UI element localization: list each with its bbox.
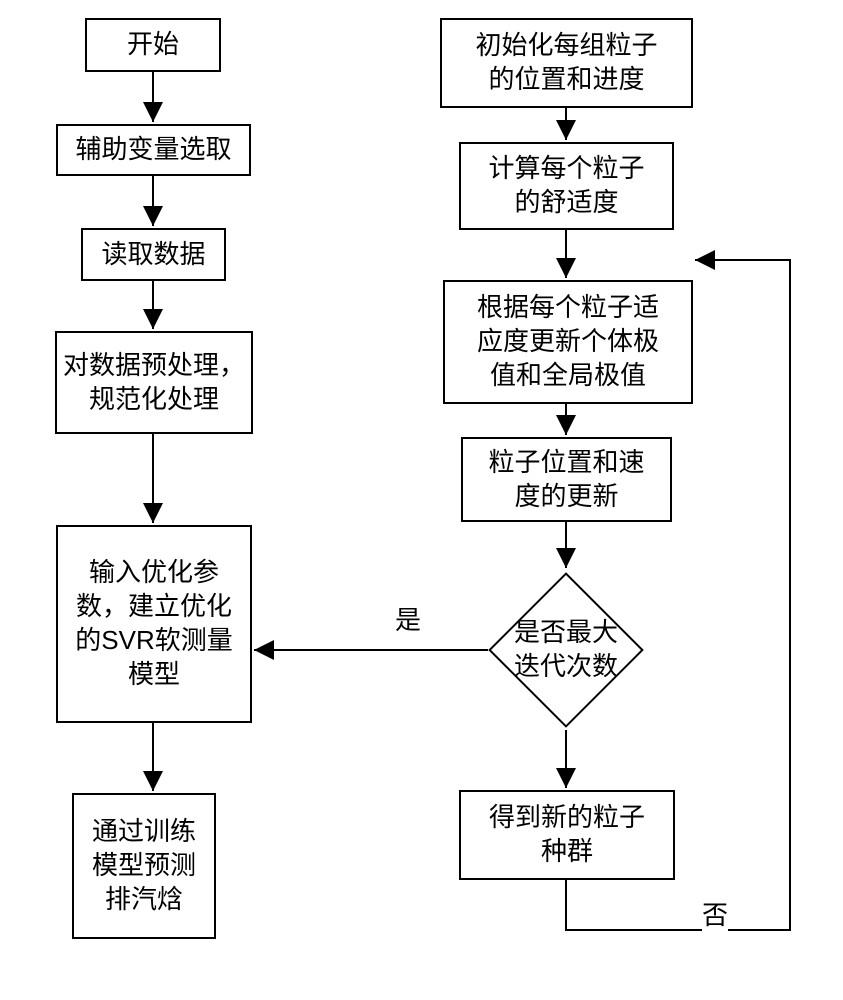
label-text: 是 [395, 605, 421, 635]
node-label: 对数据预处理， 规范化处理 [63, 349, 245, 417]
node-update-velocity: 粒子位置和速 度的更新 [461, 437, 672, 522]
node-decision-diamond [488, 572, 644, 728]
node-update-extremes: 根据每个粒子适 应度更新个体极 值和全局极值 [443, 280, 693, 404]
node-label: 得到新的粒子 种群 [489, 801, 645, 869]
node-label: 通过训练 模型预测 排汽焓 [92, 815, 196, 916]
node-label: 根据每个粒子适 应度更新个体极 值和全局极值 [477, 291, 659, 392]
node-preprocess: 对数据预处理， 规范化处理 [55, 331, 253, 434]
node-label: 读取数据 [101, 238, 205, 272]
label-text: 否 [702, 900, 728, 930]
node-read-data: 读取数据 [81, 228, 226, 281]
node-label: 输入优化参 数，建立优化 的SVR软测量 模型 [75, 556, 232, 691]
node-aux-variable: 辅助变量选取 [56, 124, 251, 176]
node-label: 初始化每组粒子 的位置和进度 [475, 29, 657, 97]
node-start: 开始 [85, 18, 221, 72]
node-label: 开始 [127, 28, 179, 62]
node-label: 辅助变量选取 [75, 133, 231, 167]
node-init-particles: 初始化每组粒子 的位置和进度 [440, 18, 693, 108]
node-new-population: 得到新的粒子 种群 [459, 790, 675, 880]
node-svr-model: 输入优化参 数，建立优化 的SVR软测量 模型 [56, 525, 252, 723]
node-label: 粒子位置和速 度的更新 [488, 446, 644, 514]
edge-label-yes: 是 [395, 600, 421, 637]
edge-label-no: 否 [702, 895, 728, 932]
node-label: 计算每个粒子 的舒适度 [488, 152, 644, 220]
node-predict: 通过训练 模型预测 排汽焓 [72, 793, 216, 939]
node-calc-fitness: 计算每个粒子 的舒适度 [459, 142, 674, 230]
